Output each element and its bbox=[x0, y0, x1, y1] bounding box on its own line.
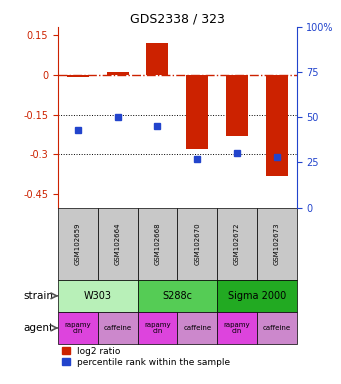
Text: Sigma 2000: Sigma 2000 bbox=[228, 291, 286, 301]
Text: rapamy
cin: rapamy cin bbox=[224, 322, 250, 334]
Text: GSM102673: GSM102673 bbox=[274, 222, 280, 265]
Text: agent: agent bbox=[23, 323, 53, 333]
Bar bbox=[177, 312, 217, 344]
Bar bbox=[58, 312, 98, 344]
Bar bbox=[137, 280, 217, 312]
Text: caffeine: caffeine bbox=[183, 325, 211, 331]
Bar bbox=[177, 207, 217, 280]
Bar bbox=[137, 312, 177, 344]
Text: rapamy
cin: rapamy cin bbox=[144, 322, 171, 334]
Text: W303: W303 bbox=[84, 291, 112, 301]
Text: GSM102659: GSM102659 bbox=[75, 222, 81, 265]
Bar bbox=[137, 207, 177, 280]
Bar bbox=[98, 312, 137, 344]
Bar bbox=[147, 43, 168, 75]
Bar bbox=[107, 72, 129, 75]
Bar bbox=[67, 75, 89, 77]
Text: caffeine: caffeine bbox=[263, 325, 291, 331]
Text: rapamy
cin: rapamy cin bbox=[64, 322, 91, 334]
Bar bbox=[186, 75, 208, 149]
Title: GDS2338 / 323: GDS2338 / 323 bbox=[130, 13, 225, 26]
Text: strain: strain bbox=[23, 291, 53, 301]
Bar bbox=[217, 207, 257, 280]
Bar bbox=[98, 207, 137, 280]
Text: GSM102664: GSM102664 bbox=[115, 222, 121, 265]
Text: GSM102668: GSM102668 bbox=[154, 222, 160, 265]
Bar bbox=[58, 280, 137, 312]
Bar bbox=[266, 75, 288, 175]
Bar bbox=[226, 75, 248, 136]
Bar bbox=[217, 312, 257, 344]
Legend: log2 ratio, percentile rank within the sample: log2 ratio, percentile rank within the s… bbox=[62, 347, 230, 367]
Bar bbox=[58, 207, 98, 280]
Text: S288c: S288c bbox=[162, 291, 192, 301]
Bar bbox=[257, 312, 297, 344]
Text: GSM102672: GSM102672 bbox=[234, 222, 240, 265]
Bar bbox=[217, 280, 297, 312]
Text: GSM102670: GSM102670 bbox=[194, 222, 200, 265]
Text: caffeine: caffeine bbox=[104, 325, 132, 331]
Bar bbox=[257, 207, 297, 280]
